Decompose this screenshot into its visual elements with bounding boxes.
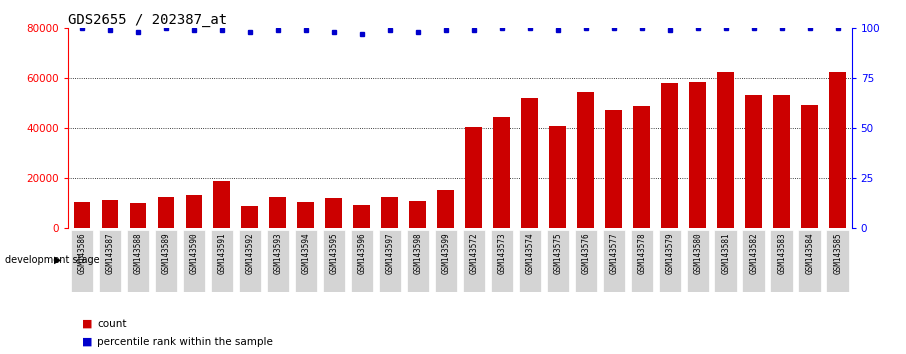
Bar: [73, 202, 91, 228]
Text: GSM143587: GSM143587: [105, 232, 114, 274]
Bar: [605, 110, 622, 228]
Text: GSM143591: GSM143591: [217, 232, 226, 274]
Bar: [294, 230, 317, 292]
Text: GSM143596: GSM143596: [357, 232, 366, 274]
Bar: [71, 230, 93, 292]
Text: GSM143580: GSM143580: [693, 232, 702, 274]
Bar: [130, 203, 146, 228]
Text: GSM143589: GSM143589: [161, 232, 170, 274]
Text: GSM143593: GSM143593: [274, 232, 283, 274]
Bar: [381, 197, 399, 228]
Bar: [521, 98, 538, 228]
Bar: [577, 92, 594, 228]
Bar: [633, 106, 651, 228]
Text: GSM143597: GSM143597: [385, 232, 394, 274]
Text: GSM143582: GSM143582: [749, 232, 758, 274]
Bar: [435, 230, 457, 292]
Text: GSM143595: GSM143595: [330, 232, 338, 274]
Bar: [718, 72, 734, 228]
Bar: [242, 206, 258, 228]
Text: percentile rank within the sample: percentile rank within the sample: [97, 337, 273, 347]
Text: GSM143577: GSM143577: [609, 232, 618, 274]
Text: GSM143573: GSM143573: [497, 232, 506, 274]
Bar: [155, 230, 177, 292]
Bar: [518, 230, 541, 292]
Bar: [410, 201, 426, 228]
Bar: [574, 230, 597, 292]
Bar: [183, 230, 205, 292]
Bar: [631, 230, 653, 292]
Bar: [661, 83, 678, 228]
Bar: [407, 230, 429, 292]
Text: GSM143592: GSM143592: [246, 232, 255, 274]
Text: GSM143574: GSM143574: [525, 232, 535, 274]
Text: ■: ■: [82, 319, 92, 329]
Text: ■: ■: [82, 337, 92, 347]
Bar: [687, 230, 708, 292]
Text: GSM143588: GSM143588: [133, 232, 142, 274]
Text: GSM143578: GSM143578: [637, 232, 646, 274]
Bar: [325, 198, 342, 228]
Bar: [99, 230, 121, 292]
Bar: [801, 104, 818, 228]
Text: GSM143598: GSM143598: [413, 232, 422, 274]
Text: GSM143584: GSM143584: [805, 232, 814, 274]
Bar: [798, 230, 821, 292]
Bar: [715, 230, 737, 292]
Bar: [186, 195, 202, 228]
Bar: [773, 95, 790, 228]
Text: GSM143581: GSM143581: [721, 232, 730, 274]
Text: fetal: fetal: [250, 251, 277, 264]
Text: GDS2655 / 202387_at: GDS2655 / 202387_at: [68, 13, 227, 27]
Bar: [490, 230, 513, 292]
Text: GSM143586: GSM143586: [77, 232, 86, 274]
Text: adult: adult: [641, 251, 671, 264]
Text: GSM143572: GSM143572: [469, 232, 478, 274]
Bar: [459, 246, 852, 269]
Bar: [546, 230, 569, 292]
Bar: [158, 197, 174, 228]
Bar: [463, 230, 485, 292]
Text: GSM143583: GSM143583: [777, 232, 786, 274]
Bar: [238, 230, 261, 292]
Text: GSM143599: GSM143599: [441, 232, 450, 274]
Bar: [549, 126, 566, 228]
Text: GSM143585: GSM143585: [834, 232, 843, 274]
Bar: [266, 230, 289, 292]
Text: GSM143576: GSM143576: [582, 232, 590, 274]
Bar: [353, 205, 371, 228]
Text: GSM143575: GSM143575: [554, 232, 563, 274]
Bar: [602, 230, 625, 292]
Bar: [829, 72, 846, 228]
Bar: [68, 246, 459, 269]
Bar: [494, 117, 510, 228]
Bar: [214, 181, 230, 228]
Bar: [379, 230, 401, 292]
Text: GSM143594: GSM143594: [302, 232, 311, 274]
Bar: [127, 230, 149, 292]
Text: GSM143579: GSM143579: [665, 232, 674, 274]
Bar: [438, 190, 454, 228]
Bar: [689, 82, 706, 228]
Bar: [269, 197, 286, 228]
Bar: [297, 202, 314, 228]
Bar: [746, 95, 762, 228]
Text: development stage: development stage: [5, 255, 99, 265]
Bar: [351, 230, 373, 292]
Bar: [659, 230, 681, 292]
Bar: [743, 230, 765, 292]
Bar: [826, 230, 849, 292]
Bar: [211, 230, 233, 292]
Bar: [323, 230, 345, 292]
Text: GSM143590: GSM143590: [189, 232, 198, 274]
Text: ▶: ▶: [54, 255, 62, 265]
Bar: [770, 230, 793, 292]
Text: count: count: [97, 319, 127, 329]
Bar: [466, 127, 482, 228]
Bar: [101, 200, 119, 228]
